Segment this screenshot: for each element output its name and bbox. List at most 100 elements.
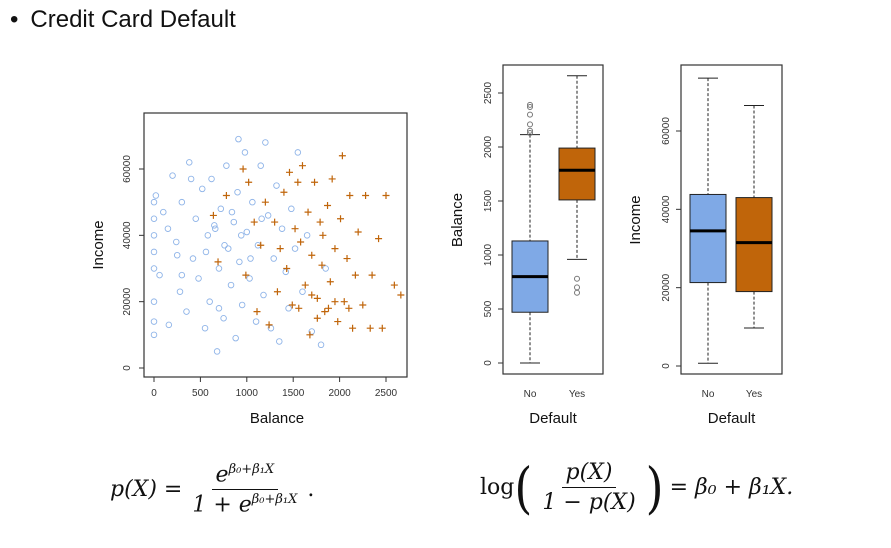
point-yes [375, 235, 383, 243]
point-no [169, 172, 176, 179]
point-yes [331, 298, 339, 306]
outlier [574, 284, 580, 291]
formula-lhs: p(X) = [110, 477, 183, 503]
point-yes [366, 324, 374, 332]
point-no [165, 321, 173, 329]
point-yes [334, 318, 342, 326]
formula-den-exp: β₀+β₁X [251, 492, 298, 508]
point-yes [346, 192, 354, 200]
point-yes [295, 304, 303, 312]
point-no [317, 341, 325, 349]
point-yes [326, 278, 334, 286]
point-yes [308, 251, 316, 259]
y-tick-label: 1000 [483, 243, 494, 266]
point-no [215, 305, 223, 312]
point-no [232, 334, 239, 342]
point-yes [382, 192, 390, 200]
point-yes [328, 175, 336, 183]
point-no [150, 248, 158, 256]
logistic-formula: p(X) = eβ₀+β₁X 1 + eβ₀+β₁X . [110, 462, 314, 518]
point-yes [245, 178, 253, 186]
point-yes [351, 271, 359, 279]
x-tick-label: 1000 [236, 388, 259, 399]
point-no [260, 291, 267, 299]
point-yes [343, 255, 351, 263]
logit-formula: log ( p(X) 1 − p(X) ) = β₀ + β₁X. [480, 455, 794, 520]
point-no [173, 238, 180, 246]
point-no [224, 245, 232, 252]
point-no [204, 232, 212, 239]
y-tick-label: 1500 [483, 189, 494, 212]
point-no [273, 182, 280, 189]
category-label: Yes [746, 389, 762, 400]
point-yes [285, 168, 293, 176]
point-no [288, 205, 295, 213]
point-no [291, 245, 299, 252]
point-no [220, 315, 227, 322]
point-yes [273, 288, 281, 296]
point-no [276, 338, 283, 345]
point-no [262, 139, 269, 146]
point-no [192, 215, 200, 222]
outlier [527, 111, 533, 118]
point-no [199, 185, 206, 193]
y-tick-label: 0 [483, 360, 494, 366]
point-no [211, 225, 219, 232]
point-yes [257, 241, 265, 249]
x-axis-label: Default [529, 410, 577, 427]
y-axis-label: Income [90, 220, 107, 269]
point-yes [304, 208, 312, 216]
x-tick-label: 0 [151, 388, 157, 399]
point-no [241, 149, 249, 156]
point-yes [324, 201, 332, 209]
formula-odds-num: p(X) [561, 460, 617, 488]
box-yes [558, 147, 596, 201]
point-no [173, 251, 181, 259]
outlier [527, 104, 533, 111]
formula-odds-fraction: p(X) 1 − p(X) [538, 460, 639, 515]
point-yes [390, 281, 398, 289]
point-no [249, 198, 256, 206]
point-no [234, 188, 241, 196]
point-yes [362, 192, 370, 200]
bullet: • [10, 6, 19, 33]
point-yes [294, 178, 302, 186]
point-no [299, 288, 306, 295]
point-no [189, 255, 197, 262]
point-yes [345, 304, 353, 312]
point-yes [321, 308, 329, 316]
point-no [186, 159, 193, 166]
point-no [322, 265, 329, 272]
outlier [574, 275, 580, 282]
outlier [527, 101, 533, 108]
point-no [230, 218, 238, 226]
point-yes [276, 245, 284, 253]
point-no [236, 258, 243, 266]
point-no [243, 228, 251, 236]
point-yes [297, 238, 305, 246]
point-no [294, 149, 302, 156]
point-no [208, 175, 215, 183]
point-no [270, 255, 277, 262]
point-yes [301, 281, 309, 289]
point-yes [378, 324, 386, 332]
y-axis-label: Balance [449, 193, 466, 247]
point-no [258, 215, 265, 222]
point-yes [222, 192, 230, 200]
point-no [152, 192, 160, 199]
point-no [202, 248, 210, 256]
point-yes [368, 271, 376, 279]
point-yes [311, 178, 319, 186]
point-yes [324, 304, 332, 312]
point-no [217, 205, 225, 213]
point-yes [340, 298, 348, 306]
y-tick-label: 0 [122, 365, 133, 371]
y-tick-label: 40000 [122, 221, 133, 249]
category-label: No [702, 389, 715, 400]
point-yes [288, 301, 296, 309]
point-yes [271, 218, 279, 226]
point-yes [239, 165, 247, 173]
point-no [150, 265, 158, 272]
point-no [211, 222, 218, 229]
